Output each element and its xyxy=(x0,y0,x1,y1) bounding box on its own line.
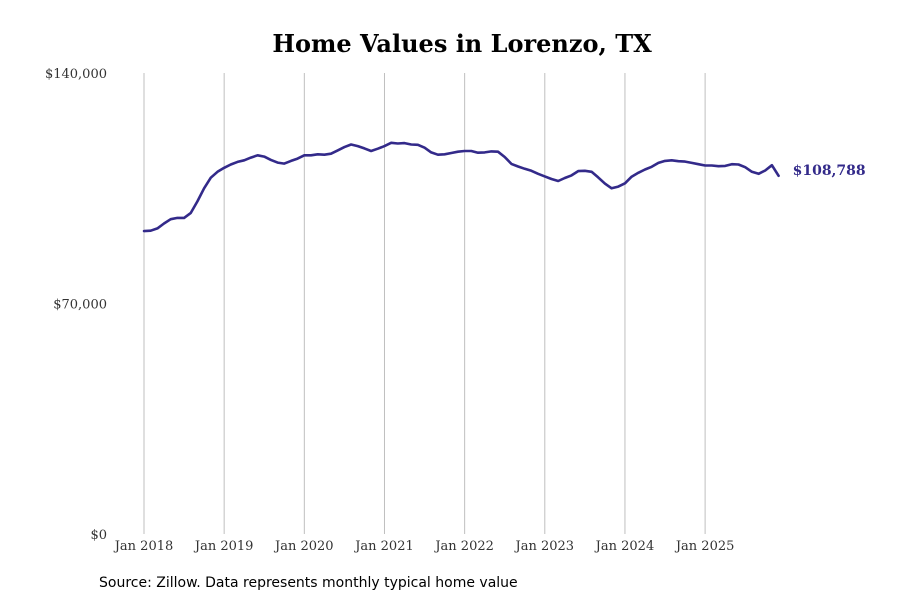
x-axis: Jan 2018 Jan 2019 Jan 2020 Jan 2021 Jan 2022… xyxy=(113,539,735,554)
x-tick-label: Jan 2019 xyxy=(193,539,254,554)
x-tick-label: Jan 2024 xyxy=(594,539,655,554)
gridlines xyxy=(143,73,706,534)
source-note: Source: Zillow. Data represents monthly … xyxy=(99,575,518,591)
y-axis: $0 $70,000 $140,000 xyxy=(45,67,107,543)
y-tick-label: $0 xyxy=(90,528,107,543)
series-line xyxy=(142,141,780,233)
x-tick-label: Jan 2023 xyxy=(514,539,575,554)
x-tick-label: Jan 2018 xyxy=(113,539,174,554)
x-tick-label: Jan 2020 xyxy=(273,539,334,554)
y-tick-label: $140,000 xyxy=(45,67,107,82)
x-tick-label: Jan 2021 xyxy=(353,539,414,554)
x-tick-label: Jan 2025 xyxy=(674,539,735,554)
chart-title: Home Values in Lorenzo, TX xyxy=(272,29,652,58)
x-tick-label: Jan 2022 xyxy=(433,539,494,554)
end-value-label: $108,788 xyxy=(793,163,866,179)
y-tick-label: $70,000 xyxy=(53,298,107,313)
series-group: $108,788 xyxy=(142,141,866,233)
